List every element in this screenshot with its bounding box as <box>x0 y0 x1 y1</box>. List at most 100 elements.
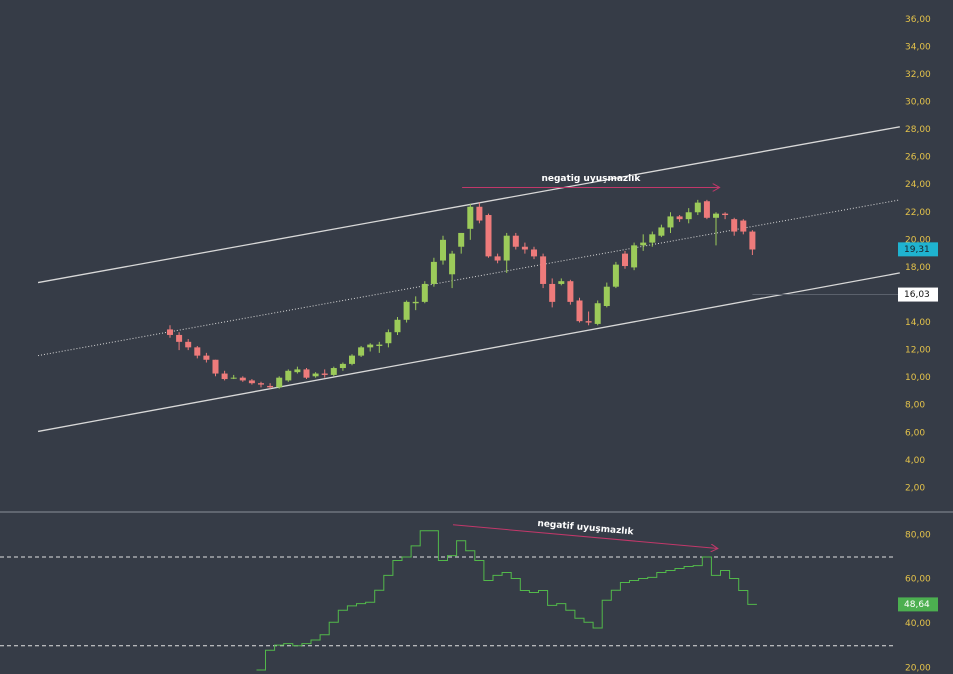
candle-body <box>330 368 337 375</box>
channel-line <box>37 126 900 284</box>
rsi-line <box>256 530 757 671</box>
candle-body <box>303 369 310 378</box>
candle-body <box>349 355 355 364</box>
candle-body <box>703 201 710 218</box>
candle-body <box>476 206 483 221</box>
candle-body <box>685 212 692 220</box>
candle-body <box>167 329 173 335</box>
candle-body <box>258 383 264 385</box>
candle-body <box>694 202 701 213</box>
y-tick-label: 14,00 <box>905 318 931 328</box>
y-tick-label: 8,00 <box>905 401 925 411</box>
candle-body <box>622 253 628 267</box>
candle-body <box>221 373 228 380</box>
rsi-tick-label: 20,00 <box>905 664 931 674</box>
candle-body <box>458 232 465 247</box>
candle-body <box>230 377 237 379</box>
candle-body <box>267 385 274 388</box>
rsi-tag-label: 48,64 <box>904 600 930 610</box>
candle-body <box>731 219 738 232</box>
candle-body <box>403 301 410 320</box>
y-tick-label: 10,00 <box>905 373 931 383</box>
candle-body <box>440 239 446 261</box>
candle-body <box>749 231 756 250</box>
candle-body <box>494 256 501 261</box>
y-tick-label: 2,00 <box>905 483 925 493</box>
rsi-annotation-text: negatif uyuşmazlık <box>537 519 635 538</box>
channel-line <box>37 199 900 357</box>
candle-body <box>194 347 201 356</box>
y-tick-label: 6,00 <box>905 428 925 438</box>
candle-body <box>239 377 246 381</box>
candle-body <box>294 369 301 373</box>
candle-body <box>376 344 383 346</box>
candle-body <box>449 253 456 275</box>
y-tick-label: 26,00 <box>905 153 931 163</box>
rsi-tick-label: 80,00 <box>905 530 931 540</box>
candle-body <box>658 227 665 236</box>
candle-body <box>676 216 683 220</box>
candle-body <box>285 370 292 381</box>
y-tick-label: 18,00 <box>905 263 931 273</box>
candle-body <box>722 213 729 216</box>
price-tag-box <box>898 242 938 257</box>
candle-body <box>713 213 719 218</box>
candle-body <box>576 300 583 322</box>
y-tick-label: 30,00 <box>905 98 931 108</box>
candle-body <box>394 319 401 333</box>
candle-body <box>649 234 656 243</box>
channel-line <box>37 272 900 433</box>
y-tick-label: 24,00 <box>905 180 931 190</box>
y-tick-label: 28,00 <box>905 125 931 135</box>
candle-body <box>203 355 210 360</box>
y-tick-label: 12,00 <box>905 346 931 356</box>
price-tag-label: 16,03 <box>904 290 930 300</box>
y-tick-label: 36,00 <box>905 15 931 25</box>
y-tick-label: 22,00 <box>905 208 931 218</box>
rsi-tick-label: 60,00 <box>905 575 931 585</box>
candle-body <box>640 242 647 246</box>
candle-body <box>467 206 474 229</box>
price-tag-label: 19,31 <box>904 245 930 255</box>
y-tick-label: 34,00 <box>905 42 931 52</box>
y-tick-label: 20,00 <box>905 235 931 245</box>
candle-body <box>339 363 346 369</box>
candle-body <box>212 359 219 374</box>
candle-body <box>430 261 437 284</box>
candle-body <box>276 377 283 388</box>
candle-body <box>549 283 556 302</box>
annotation-text: negatig uyuşmazlık <box>541 174 641 184</box>
candle-body <box>531 249 537 257</box>
candle-body <box>612 264 619 287</box>
candle-body <box>312 373 319 377</box>
candle-body <box>358 347 365 356</box>
rsi-annotation-arrow <box>452 524 718 549</box>
candle-body <box>540 256 547 284</box>
candle-body <box>594 303 601 324</box>
candle-body <box>667 216 674 228</box>
candle-body <box>176 334 183 342</box>
candle-body <box>740 220 747 232</box>
candle-body <box>412 301 419 304</box>
candle-body <box>503 235 510 261</box>
candle-body <box>321 373 328 375</box>
candle-body <box>185 341 192 348</box>
rsi-tick-label: 40,00 <box>905 619 931 629</box>
candle-body <box>567 281 574 302</box>
candle-body <box>521 246 528 250</box>
candle-body <box>603 286 610 306</box>
candle-body <box>585 321 592 323</box>
candle-body <box>385 332 392 344</box>
y-tick-label: 4,00 <box>905 456 925 466</box>
y-tick-label: 32,00 <box>905 70 931 80</box>
candle-body <box>558 281 565 284</box>
price-tag-box <box>898 287 938 302</box>
candle-body <box>485 215 492 257</box>
candle-body <box>248 380 255 384</box>
candle-body <box>421 283 428 302</box>
rsi-tag-box <box>898 597 938 612</box>
candle-body <box>631 245 638 268</box>
candle-body <box>367 344 374 348</box>
candle-body <box>512 235 519 247</box>
